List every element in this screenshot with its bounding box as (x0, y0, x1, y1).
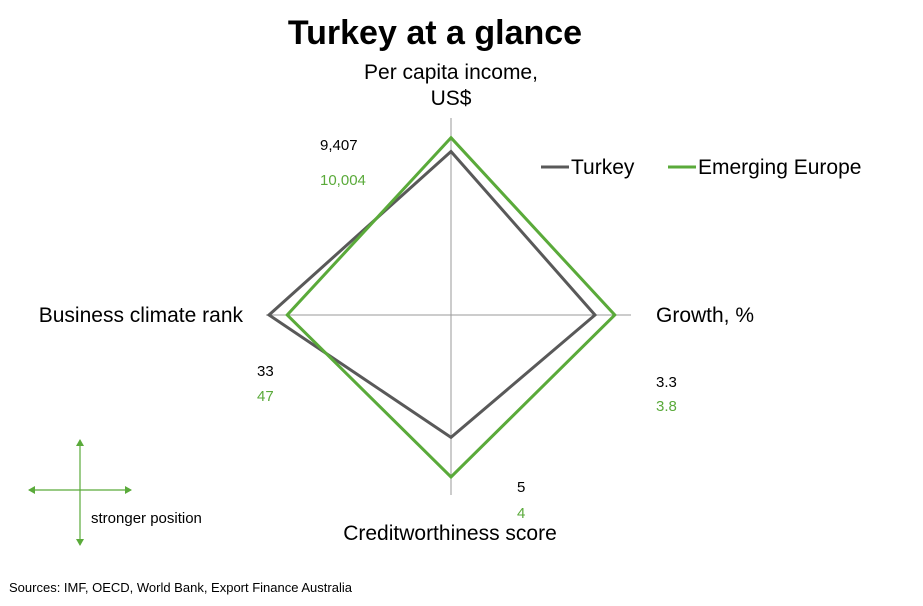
axis-label-income-line2: US$ (431, 87, 472, 110)
series-polygon-emerging-europe (285, 135, 617, 480)
stronger-position-indicator: stronger position (28, 439, 202, 546)
axis-label-growth: Growth, % (656, 304, 754, 327)
stronger-position-label: stronger position (91, 510, 202, 527)
data-label-turkey-growth: 3.3 (656, 374, 677, 391)
data-label-turkey-business: 33 (257, 363, 274, 380)
legend: Turkey Emerging Europe (541, 156, 861, 179)
radar-series (266, 135, 617, 480)
series-polygon-turkey (266, 149, 598, 440)
data-label-europe-income: 10,004 (320, 172, 366, 189)
legend-label-turkey: Turkey (571, 156, 635, 179)
data-label-europe-credit: 4 (517, 505, 525, 522)
chart-title: Turkey at a glance (288, 14, 582, 52)
source-note: Sources: IMF, OECD, World Bank, Export F… (9, 580, 353, 595)
axis-label-creditworthiness: Creditworthiness score (343, 522, 557, 545)
data-label-turkey-credit: 5 (517, 479, 525, 496)
legend-label-emerging-europe: Emerging Europe (698, 156, 861, 179)
data-label-turkey-income: 9,407 (320, 137, 358, 154)
data-label-europe-business: 47 (257, 388, 274, 405)
axis-label-business-climate: Business climate rank (39, 304, 244, 327)
axis-label-income-line1: Per capita income, (364, 61, 538, 84)
data-label-europe-growth: 3.8 (656, 398, 677, 415)
radar-axes (266, 118, 631, 495)
